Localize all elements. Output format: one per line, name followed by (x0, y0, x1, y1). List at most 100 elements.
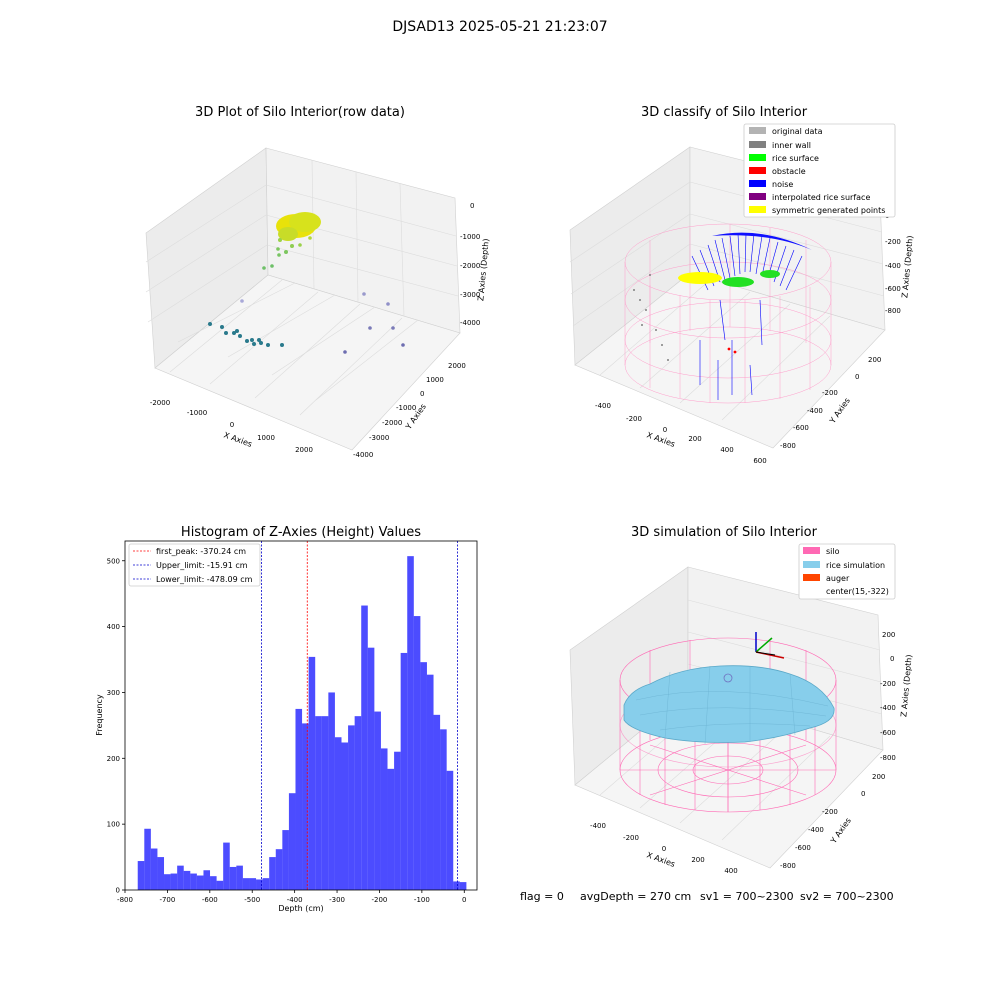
svg-text:-4000: -4000 (353, 451, 373, 459)
classify-plot-silo-wireframe (624, 223, 832, 404)
histogram-bar (249, 878, 257, 890)
histogram-bar (420, 662, 427, 890)
svg-text:600: 600 (753, 457, 766, 465)
simulation-plot: 3D simulation of Silo Interior (569, 525, 914, 875)
legend-label-rice-surface: rice surface (772, 154, 819, 163)
histogram-bar (177, 865, 184, 890)
svg-text:-200: -200 (623, 834, 639, 842)
simulation-plot-center-marker (723, 673, 733, 683)
x-tick-label: -200 (372, 896, 388, 904)
x-tick-label: -300 (329, 896, 345, 904)
raw-plot-x-label: X Axies (222, 430, 253, 449)
svg-text:0: 0 (230, 421, 234, 429)
raw-plot-z-label: Z Axies (Depth) (476, 238, 490, 301)
footer-flag: flag = 0 (520, 890, 564, 903)
classify-plot-rice-surface (722, 277, 754, 287)
histogram-bar (302, 723, 309, 890)
legend-label-center: center(15,-322) (826, 587, 889, 596)
histogram-bar (183, 870, 191, 890)
svg-text:-800: -800 (885, 307, 901, 315)
svg-text:-3000: -3000 (460, 291, 480, 299)
raw-plot-points (208, 212, 405, 354)
svg-text:-600: -600 (885, 285, 901, 293)
legend-swatch-interpolated (749, 193, 766, 200)
svg-text:200: 200 (691, 856, 704, 864)
footer-sv2: sv2 = 700~2300 (800, 890, 894, 903)
legend-label-auger: auger (826, 574, 850, 583)
classify-plot-legend: original data inner wall rice surface ob… (743, 123, 896, 218)
svg-text:-2000: -2000 (460, 262, 480, 270)
histogram-bar (236, 865, 243, 890)
simulation-plot-y-ticks: 200 0 -200 -400 -600 -800 (780, 773, 885, 870)
svg-text:-800: -800 (780, 862, 796, 870)
svg-text:200: 200 (872, 773, 885, 781)
simulation-plot-auger (755, 632, 785, 659)
histogram-bar (440, 729, 447, 890)
simulation-plot-y-label: Y Axies (828, 816, 853, 846)
histogram-bar (269, 857, 276, 890)
histogram-bar (348, 725, 355, 890)
histogram-bar (387, 768, 395, 890)
svg-text:400: 400 (724, 867, 737, 875)
simulation-plot-legend: silo rice simulation auger center(15,-32… (798, 543, 896, 600)
svg-text:-2000: -2000 (382, 419, 402, 427)
histogram-bars (137, 556, 467, 890)
legend-label-lower-limit: Lower_limit: -478.09 cm (156, 575, 253, 584)
simulation-plot-z-label: Z Axies (Depth) (899, 654, 913, 717)
legend-swatch-silo (803, 547, 820, 554)
histogram-bar (334, 737, 342, 890)
svg-text:0: 0 (890, 655, 894, 663)
x-tick-label: -400 (287, 896, 303, 904)
legend-swatch-inner-wall (749, 141, 766, 148)
histogram-bar (262, 878, 270, 890)
simulation-plot-x-label: X Axies (645, 850, 676, 869)
classify-plot-x-label: X Axies (645, 430, 676, 449)
x-tick-label: -100 (414, 896, 430, 904)
y-tick-label: 300 (107, 689, 120, 697)
svg-text:-600: -600 (880, 729, 896, 737)
histogram-bar (367, 647, 375, 890)
histogram-bar (203, 870, 211, 890)
legend-label-upper-limit: Upper_limit: -15.91 cm (156, 561, 248, 570)
x-tick-label: -800 (117, 896, 133, 904)
classify-plot-symmetric-points (678, 272, 722, 284)
legend-label-obstacle: obstacle (772, 167, 806, 176)
svg-text:-600: -600 (793, 424, 809, 432)
histogram-bar (453, 881, 460, 890)
svg-text:-2000: -2000 (150, 399, 170, 407)
histogram-y-ticks: 0 100 200 300 400 500 (107, 557, 125, 895)
histogram-bar (446, 770, 454, 890)
classify-plot-y-ticks: 200 0 -200 -400 -600 -800 (780, 356, 881, 450)
histogram-bar (459, 882, 467, 890)
histogram-bar (190, 873, 197, 890)
svg-text:2000: 2000 (448, 362, 466, 370)
histogram-bar (229, 866, 237, 890)
legend-swatch-rice-surface (749, 154, 766, 161)
classify-plot-y-label: Y Axies (827, 396, 852, 426)
svg-text:-400: -400 (885, 262, 901, 270)
histogram-bar (210, 876, 217, 890)
legend-label-silo: silo (826, 547, 840, 556)
classify-plot-z-ticks: 0 -200 -400 -600 -800 (885, 212, 901, 315)
svg-text:-600: -600 (795, 844, 811, 852)
histogram-bar (295, 708, 303, 890)
histogram-legend: first_peak: -370.24 cm Upper_limit: -15.… (128, 543, 261, 587)
classify-plot-noise (691, 233, 803, 400)
histogram-title: Histogram of Z-Axies (Height) Values (181, 525, 421, 540)
histogram-bar (400, 652, 408, 890)
svg-text:-200: -200 (880, 680, 896, 688)
histogram-bar (354, 716, 362, 890)
svg-text:1000: 1000 (426, 376, 444, 384)
svg-text:-4000: -4000 (460, 319, 480, 327)
svg-text:0: 0 (861, 790, 865, 798)
svg-text:-3000: -3000 (369, 434, 389, 442)
histogram-plot: Histogram of Z-Axies (Height) Values -80… (95, 525, 478, 913)
classify-plot-x-ticks: -400 -200 0 200 400 600 (595, 402, 767, 465)
legend-swatch-obstacle (749, 167, 766, 174)
simulation-plot-title: 3D simulation of Silo Interior (631, 525, 818, 540)
histogram-bar (394, 751, 401, 890)
simulation-plot-x-ticks: -400 -200 0 200 400 (590, 822, 738, 875)
legend-label-first-peak: first_peak: -370.24 cm (156, 547, 246, 556)
legend-swatch-rice-simulation (803, 561, 820, 568)
